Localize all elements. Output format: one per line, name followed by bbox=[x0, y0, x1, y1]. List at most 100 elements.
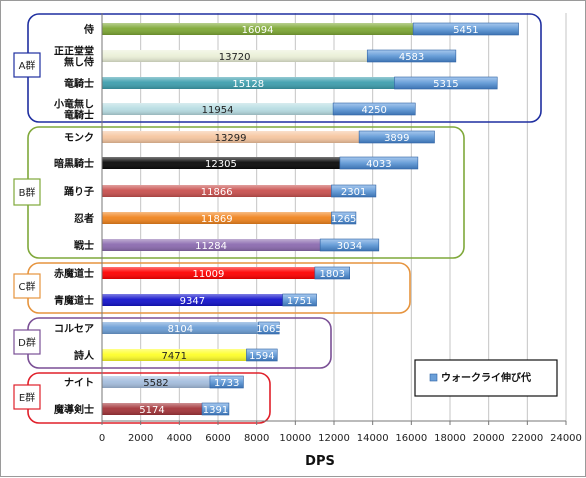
bar-extra bbox=[366, 49, 457, 63]
x-tick-label: 20000 bbox=[473, 433, 505, 444]
x-tick-label: 10000 bbox=[279, 433, 311, 444]
base-value-label: 11954 bbox=[202, 105, 234, 116]
extra-value-label: 1065 bbox=[256, 324, 281, 335]
category-label: 正正堂堂 bbox=[54, 45, 94, 58]
category-label: 魔導剣士 bbox=[54, 403, 94, 416]
group-label: A群 bbox=[19, 59, 36, 72]
bar-base-shading bbox=[102, 322, 259, 334]
extra-value-label: 1803 bbox=[320, 269, 345, 280]
extra-value-label: 2301 bbox=[341, 187, 366, 198]
group-label: C群 bbox=[19, 280, 36, 293]
base-value-label: 11009 bbox=[193, 269, 225, 280]
category-label: ナイト bbox=[64, 377, 94, 389]
bar-base-shading bbox=[102, 23, 414, 35]
group-label: E群 bbox=[19, 391, 35, 404]
extra-value-label: 4583 bbox=[399, 52, 424, 63]
group-label: B群 bbox=[19, 186, 36, 199]
legend-box bbox=[414, 359, 558, 397]
bar-extra bbox=[319, 238, 380, 252]
bar-extra bbox=[358, 130, 435, 144]
bar-extra bbox=[412, 22, 519, 36]
bar-extra bbox=[282, 293, 317, 307]
x-axis-title: DPS bbox=[305, 454, 335, 469]
bar-base-shading bbox=[102, 157, 340, 169]
group-boxes: A群 B群 C群 D群 E群 bbox=[13, 13, 542, 424]
extra-value-label: 1733 bbox=[214, 378, 239, 389]
extra-value-label: 5315 bbox=[433, 79, 458, 90]
bar-base-shading bbox=[102, 103, 334, 115]
category-label: 竜騎士 bbox=[64, 77, 94, 90]
bar-extra bbox=[246, 348, 278, 362]
bar-extra bbox=[331, 211, 357, 225]
extra-value-label: 3034 bbox=[337, 241, 362, 252]
group-label-box bbox=[13, 273, 41, 299]
category-label: 詩人 bbox=[74, 349, 95, 362]
category-label: 踊り子 bbox=[64, 186, 94, 198]
base-value-label: 5174 bbox=[139, 405, 164, 416]
x-tick-label: 12000 bbox=[318, 433, 350, 444]
extra-value-label: 5451 bbox=[453, 25, 478, 36]
extra-value-label: 3899 bbox=[384, 133, 409, 144]
bar-extra bbox=[332, 102, 416, 116]
x-tick-label: 18000 bbox=[434, 433, 466, 444]
category-label: 戦士 bbox=[74, 239, 94, 252]
base-value-label: 11869 bbox=[201, 214, 233, 225]
extra-value-label: 4033 bbox=[366, 159, 391, 170]
legend-swatch bbox=[429, 373, 438, 382]
x-tick-label: 4000 bbox=[167, 433, 192, 444]
bar-base-shading bbox=[102, 185, 332, 197]
group-label-box bbox=[13, 329, 41, 355]
x-tick-label: 14000 bbox=[357, 433, 389, 444]
x-axis: 0 2000 4000 6000 8000 10000 12000 14000 16000 180… bbox=[99, 13, 582, 469]
legend: ウォークライ伸び代 bbox=[414, 359, 558, 397]
category-label: 小竜無し bbox=[53, 98, 94, 111]
base-value-label: 13720 bbox=[219, 52, 251, 63]
bar-base-shading bbox=[102, 50, 368, 62]
bar-extra bbox=[314, 266, 350, 280]
bar-extra bbox=[201, 402, 230, 416]
bar-base-shading bbox=[102, 131, 360, 143]
group-label-box bbox=[13, 52, 41, 78]
x-tick-label: 16000 bbox=[395, 433, 427, 444]
x-tick-label: 8000 bbox=[244, 433, 269, 444]
bar-extra bbox=[258, 321, 280, 335]
bar-base-shading bbox=[102, 376, 210, 388]
category-label: 無し侍 bbox=[64, 56, 94, 69]
bar-base-shading bbox=[102, 77, 395, 89]
category-label: 竜騎士 bbox=[64, 109, 94, 122]
bar-base-shading bbox=[102, 403, 203, 415]
category-label: 赤魔道士 bbox=[54, 267, 94, 280]
x-tick-label: 0 bbox=[99, 433, 105, 444]
bar-base-shading bbox=[102, 212, 332, 224]
extra-value-label: 4250 bbox=[361, 105, 386, 116]
category-label: コルセア bbox=[54, 323, 94, 335]
x-tick-label: 2000 bbox=[128, 433, 153, 444]
extra-value-label: 1751 bbox=[287, 296, 312, 307]
x-tick-label: 6000 bbox=[205, 433, 230, 444]
bar-extra bbox=[209, 375, 244, 389]
extra-value-label: 1594 bbox=[249, 351, 274, 362]
base-value-label: 13299 bbox=[215, 133, 247, 144]
base-value-label: 7471 bbox=[161, 351, 186, 362]
bar-extra bbox=[339, 156, 419, 170]
category-label: 暗黒騎士 bbox=[54, 157, 94, 170]
extra-value-label: 1265 bbox=[331, 214, 356, 225]
base-value-label: 12305 bbox=[205, 159, 237, 170]
base-value-label: 8104 bbox=[168, 324, 193, 335]
group-label-box bbox=[13, 178, 41, 206]
base-value-label: 15128 bbox=[232, 79, 264, 90]
category-label: 侍 bbox=[83, 23, 94, 36]
bar-base-shading bbox=[102, 267, 315, 279]
base-value-label: 16094 bbox=[242, 25, 274, 36]
base-value-label: 9347 bbox=[180, 296, 205, 307]
category-label: 青魔道士 bbox=[54, 294, 94, 307]
bar-extra bbox=[331, 184, 377, 198]
x-tick-label: 24000 bbox=[550, 433, 582, 444]
base-value-label: 11284 bbox=[195, 241, 227, 252]
bar-base-shading bbox=[102, 349, 247, 361]
base-value-label: 5582 bbox=[143, 378, 168, 389]
group-label-box bbox=[13, 384, 41, 410]
